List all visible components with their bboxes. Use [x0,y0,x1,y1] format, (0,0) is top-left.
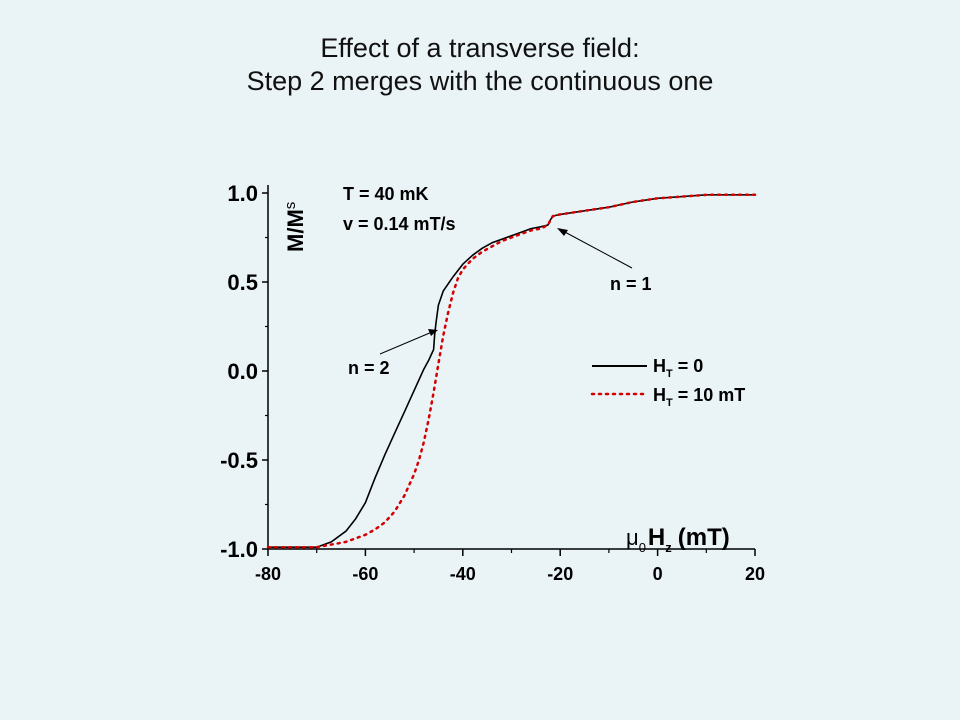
x-axis-label: μ0Hz (mT) [626,524,730,555]
annotation-n2-arrow-line [379,331,433,355]
annotation-n2-label: n = 2 [348,358,390,378]
y-tick-label: -1.0 [220,537,258,562]
x-tick-label: 20 [745,564,765,584]
legend-entry-1: HT = 10 mT [653,385,745,409]
legend-entry-0: HT = 0 [653,356,703,380]
legend: HT = 0 HT = 10 mT [590,356,745,409]
y-tick-label: 1.0 [227,181,258,206]
condition-sweep-rate: v = 0.14 mT/s [343,214,456,234]
slide-title: Effect of a transverse field: Step 2 mer… [0,32,960,98]
title-line-1: Effect of a transverse field: [320,33,640,63]
y-axis-label: M/Ms [282,202,308,252]
annotation-n1-arrow-line [562,230,633,269]
x-tick-label: -80 [255,564,281,584]
series-line-ht-10mt [266,193,757,549]
annotation-n2-arrow-head [428,329,438,336]
title-line-2: Step 2 merges with the continuous one [246,66,714,96]
y-tick-label: 0.0 [227,359,258,384]
x-tick-label: -20 [547,564,573,584]
x-tick-label: 0 [653,564,663,584]
x-tick-label: -60 [352,564,378,584]
series-layer [266,193,757,549]
y-tick-label: -0.5 [220,448,258,473]
condition-temperature: T = 40 mK [343,184,429,204]
annotation-n1-label: n = 1 [610,274,652,294]
x-tick-label: -40 [450,564,476,584]
y-axis-label-main: M/M [283,209,308,252]
y-tick-label: 0.5 [227,270,258,295]
y-axis-label-sub: s [282,202,299,210]
annotation-n1-arrow-head [557,228,568,236]
axes: -80 -60 -40 -20 0 20 -1.0 -0.5 0.0 0.5 1.0 [220,181,765,584]
